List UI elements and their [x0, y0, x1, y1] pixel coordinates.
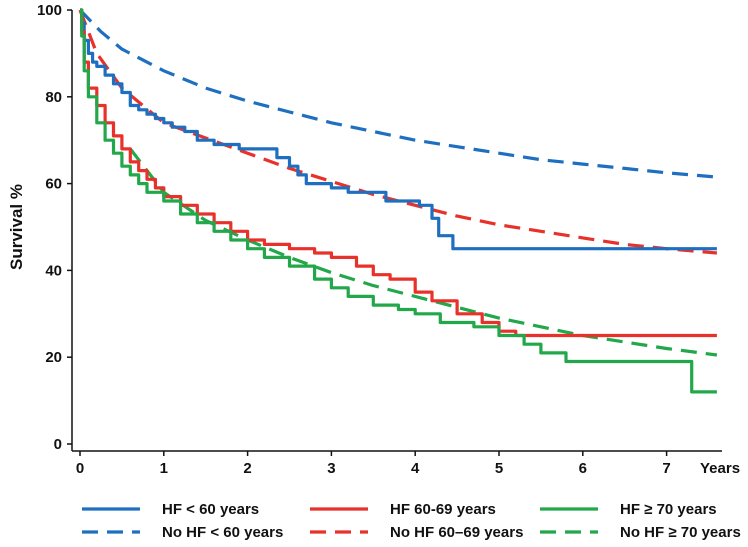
y-tick-label: 20	[45, 349, 62, 366]
legend-label-hf-70-years: HF ≥ 70 years	[620, 501, 717, 518]
legend: HF < 60 years HF 60-69 years HF ≥ 70 years…	[82, 501, 741, 541]
x-tick-label: 6	[579, 460, 587, 477]
x-axis-title: Years	[700, 460, 740, 477]
legend-label-no-hf-70-years: No HF ≥ 70 years	[620, 524, 741, 541]
series-layer	[78, 8, 718, 394]
series-line-hf-60-years	[80, 8, 717, 251]
legend-label-hf-60-69-years: HF 60-69 years	[390, 501, 496, 518]
series-line-hf-60-69-years	[80, 8, 717, 338]
y-tick-label: 40	[45, 262, 62, 279]
y-axis-title: Survival %	[7, 184, 26, 270]
series-line-no-hf-70-years	[129, 147, 718, 357]
x-tick-label: 5	[495, 460, 503, 477]
series-line-hf-70-years	[80, 8, 717, 394]
series-line-no-hf-60-years	[78, 8, 718, 179]
x-tick-label: 1	[160, 460, 168, 477]
legend-label-no-hf-60-69-years: No HF 60–69 years	[390, 524, 523, 541]
x-tick-label: 3	[327, 460, 335, 477]
x-tick-label: 0	[76, 460, 84, 477]
y-tick-label: 60	[45, 176, 62, 193]
y-tick-label: 0	[54, 436, 62, 453]
legend-label-hf-60-years: HF < 60 years	[162, 501, 259, 518]
series-line-no-hf-60-69-years	[78, 9, 718, 255]
legend-label-no-hf-60-years: No HF < 60 years	[162, 524, 283, 541]
x-tick-label: 2	[243, 460, 251, 477]
x-tick-label: 4	[411, 460, 420, 477]
x-tick-label: 7	[662, 460, 670, 477]
y-tick-label: 100	[37, 2, 62, 19]
y-tick-label: 80	[45, 89, 62, 106]
axes-layer: 0 20 40 60 80 100 0 1 2 3 4 5 6 7 Years Survival %	[7, 2, 740, 477]
